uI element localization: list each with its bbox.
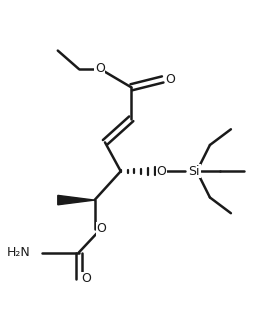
Text: Si: Si: [188, 165, 200, 178]
Text: O: O: [96, 222, 106, 235]
Polygon shape: [58, 195, 94, 205]
Text: O: O: [82, 272, 91, 285]
Text: O: O: [157, 165, 166, 178]
Text: O: O: [95, 63, 105, 76]
Text: O: O: [166, 73, 175, 86]
Text: H₂N: H₂N: [6, 246, 30, 259]
